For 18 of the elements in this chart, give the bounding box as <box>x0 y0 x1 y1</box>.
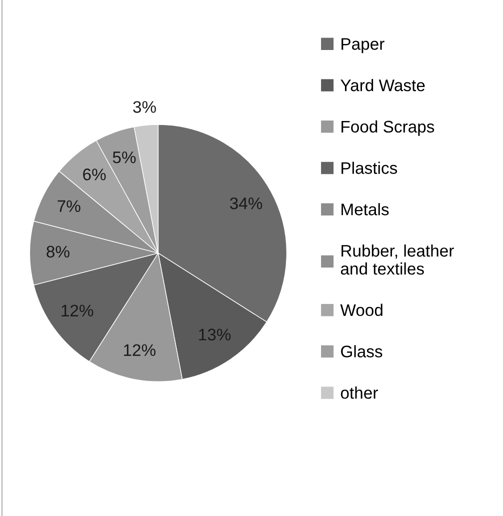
data-label: 7% <box>58 200 80 212</box>
data-label: 6% <box>83 168 106 180</box>
data-label: 8% <box>46 246 70 258</box>
data-label: 12% <box>124 344 156 356</box>
data-label: 34% <box>230 197 262 210</box>
legend-label: Wood <box>340 304 382 316</box>
legend-label: Yard Waste <box>340 78 425 92</box>
legend-label: Metals <box>342 203 389 216</box>
legend-label: Plastics <box>342 162 398 174</box>
legend-label: Paper <box>342 38 384 54</box>
legend-label: Glass <box>341 345 382 358</box>
data-label: 12% <box>62 304 94 316</box>
data-label: 3% <box>133 101 156 113</box>
legend-label: Food Scraps <box>342 120 434 136</box>
data-label: 13% <box>199 328 231 340</box>
data-label: 5% <box>112 152 136 164</box>
legend-label: Rubber, leather and textiles <box>340 244 454 275</box>
legend-label: other <box>340 386 378 399</box>
